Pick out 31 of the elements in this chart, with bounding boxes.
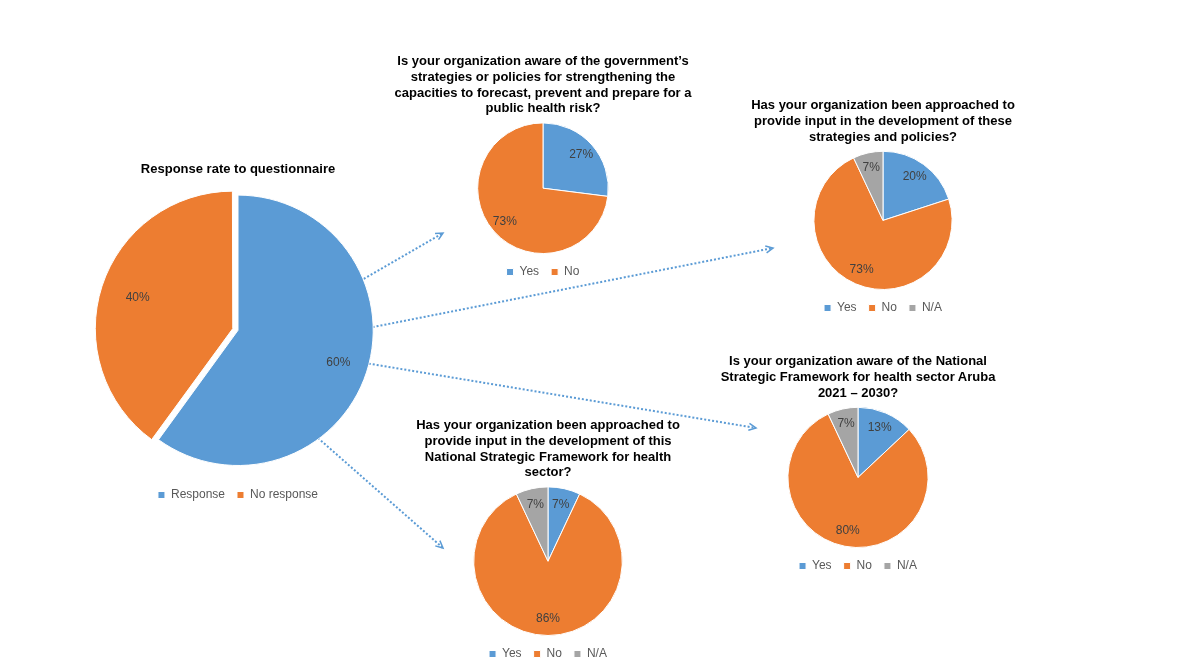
chart-title: Is your organization aware of the National Strategic Framework for health sector Aruba 2021 – 2030? [720,353,997,400]
data-label: 73% [492,214,518,229]
data-label: 40% [125,290,151,305]
legend-label: N/A [586,646,607,661]
data-label: 60% [326,355,351,370]
data-label: 86% [535,611,561,626]
legend-label: No [881,300,898,315]
data-label: 80% [835,523,861,538]
chart-title: Has your organization been approached to provide input in the development of this National Strategic Framework for health sector? [416,417,680,480]
chart-title: Response rate to questionnaire [140,161,336,177]
legend-label: Response [170,487,226,502]
legend-label: Yes [502,646,522,661]
legend-label: Yes [519,264,540,279]
data-label: 7% [551,496,570,511]
data-label: 20% [902,169,928,184]
legend-label: No response [250,487,319,502]
legend-label: No [856,558,873,573]
legend-label: Yes [812,558,832,573]
legend-label: N/A [896,558,917,573]
chart-title: Is your organization aware of the government’s strategies or policies for strengthening the capacities to forecast, prevent and prepare for a public health risk? [394,53,693,116]
legend-label: No [546,646,563,661]
data-label: 73% [849,262,874,277]
data-label: 7% [837,416,856,431]
data-label: 27% [569,146,594,161]
legend-label: No [564,264,580,279]
data-label: 13% [867,419,893,434]
data-label: 7% [526,496,545,511]
legend-label: Yes [837,300,857,315]
legend-label: N/A [921,300,942,315]
data-label: 7% [862,160,881,175]
chart-title: Has your organization been approached to provide input in the development of these strategies and policies? [751,97,1015,144]
